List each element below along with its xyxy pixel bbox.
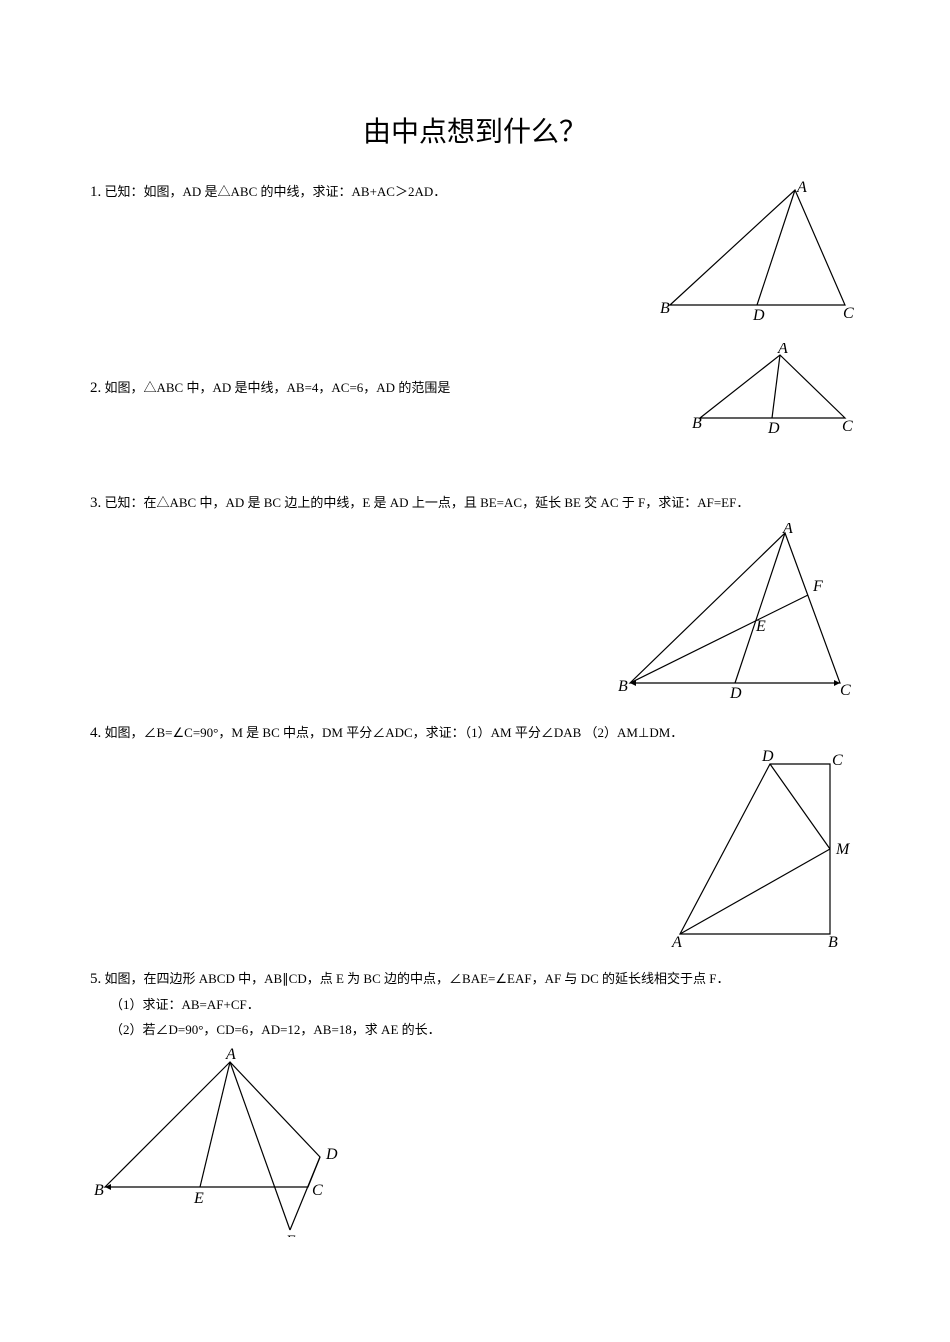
problem-1-text: 1. 已知：如图，AD 是△ABC 的中线，求证：AB+AC＞2AD． (90, 180, 645, 204)
problem-2-number: 2. (90, 380, 101, 396)
problem-2-text: 2. 如图，△ABC 中，AD 是中线，AB=4，AC=6，AD 的范围是 (90, 376, 680, 400)
fig2-label-C: C (842, 418, 853, 433)
fig1-label-B: B (660, 300, 670, 317)
problem-5-sub2: （2）若∠D=90°，CD=6，AD=12，AB=18，求 AE 的长． (110, 1020, 860, 1041)
problem-5-sub1: （1）求证：AB=AF+CF． (110, 995, 860, 1016)
figure-5: A B C D E F (90, 1047, 360, 1237)
fig3-label-E: E (755, 618, 766, 635)
fig3-label-C: C (840, 682, 851, 699)
problem-5-body: 如图，在四边形 ABCD 中，AB∥CD，点 E 为 BC 边的中点，∠BAE=… (105, 971, 730, 986)
fig5-label-D: D (325, 1146, 338, 1163)
fig4-label-D: D (761, 749, 774, 765)
problem-3: 3. 已知：在△ABC 中，AD 是 BC 边上的中线，E 是 AD 上一点，且… (90, 491, 860, 703)
problem-1-body: 已知：如图，AD 是△ABC 的中线，求证：AB+AC＞2AD． (105, 184, 447, 199)
figure-4: A B C D M (660, 749, 860, 949)
problem-2-body: 如图，△ABC 中，AD 是中线，AB=4，AC=6，AD 的范围是 (105, 380, 451, 395)
page-title: 由中点想到什么？ (90, 110, 860, 150)
problem-1: 1. 已知：如图，AD 是△ABC 的中线，求证：AB+AC＞2AD． A B … (90, 180, 860, 325)
figure-1: A B C D (645, 180, 860, 325)
problem-1-number: 1. (90, 184, 101, 200)
fig5-label-C: C (312, 1182, 323, 1199)
fig5-label-E: E (193, 1190, 204, 1207)
fig4-label-B: B (828, 934, 838, 949)
page-content: 由中点想到什么？ 1. 已知：如图，AD 是△ABC 的中线，求证：AB+AC＞… (0, 0, 950, 1315)
fig5-label-B: B (94, 1182, 104, 1199)
problem-4-text: 4. 如图，∠B=∠C=90°，M 是 BC 中点，DM 平分∠ADC，求证：（… (90, 721, 860, 745)
fig2-label-A: A (777, 343, 788, 357)
fig3-label-D: D (729, 685, 742, 702)
fig4-label-M: M (835, 841, 851, 858)
figure-3-container: A B C D E F (90, 523, 860, 703)
fig5-label-F: F (285, 1233, 296, 1237)
figure-5-container: A B C D E F (90, 1047, 860, 1237)
fig4-label-A: A (671, 934, 682, 949)
figure-3: A B C D E F (610, 523, 860, 703)
problem-4-body: 如图，∠B=∠C=90°，M 是 BC 中点，DM 平分∠ADC，求证：（1）A… (105, 725, 684, 740)
fig3-label-F: F (812, 578, 823, 595)
problem-3-number: 3. (90, 495, 101, 511)
problem-4: 4. 如图，∠B=∠C=90°，M 是 BC 中点，DM 平分∠ADC，求证：（… (90, 721, 860, 949)
fig3-label-A: A (782, 523, 793, 537)
problem-2: 2. 如图，△ABC 中，AD 是中线，AB=4，AC=6，AD 的范围是 A … (90, 343, 860, 433)
fig5-label-A: A (225, 1047, 236, 1063)
fig1-label-D: D (752, 307, 765, 324)
problem-3-body: 已知：在△ABC 中，AD 是 BC 边上的中线，E 是 AD 上一点，且 BE… (105, 495, 750, 510)
fig1-label-A: A (796, 180, 807, 196)
fig4-label-C: C (832, 752, 843, 769)
fig2-label-B: B (692, 415, 702, 432)
problem-5-number: 5. (90, 971, 101, 987)
fig1-label-C: C (843, 305, 854, 322)
problem-5-text: 5. 如图，在四边形 ABCD 中，AB∥CD，点 E 为 BC 边的中点，∠B… (90, 967, 860, 991)
problem-3-text: 3. 已知：在△ABC 中，AD 是 BC 边上的中线，E 是 AD 上一点，且… (90, 491, 860, 515)
figure-4-container: A B C D M (90, 749, 860, 949)
problem-5: 5. 如图，在四边形 ABCD 中，AB∥CD，点 E 为 BC 边的中点，∠B… (90, 967, 860, 1237)
figure-2: A B C D (680, 343, 860, 433)
fig2-label-D: D (767, 420, 780, 433)
fig3-label-B: B (618, 678, 628, 695)
problem-4-number: 4. (90, 725, 101, 741)
